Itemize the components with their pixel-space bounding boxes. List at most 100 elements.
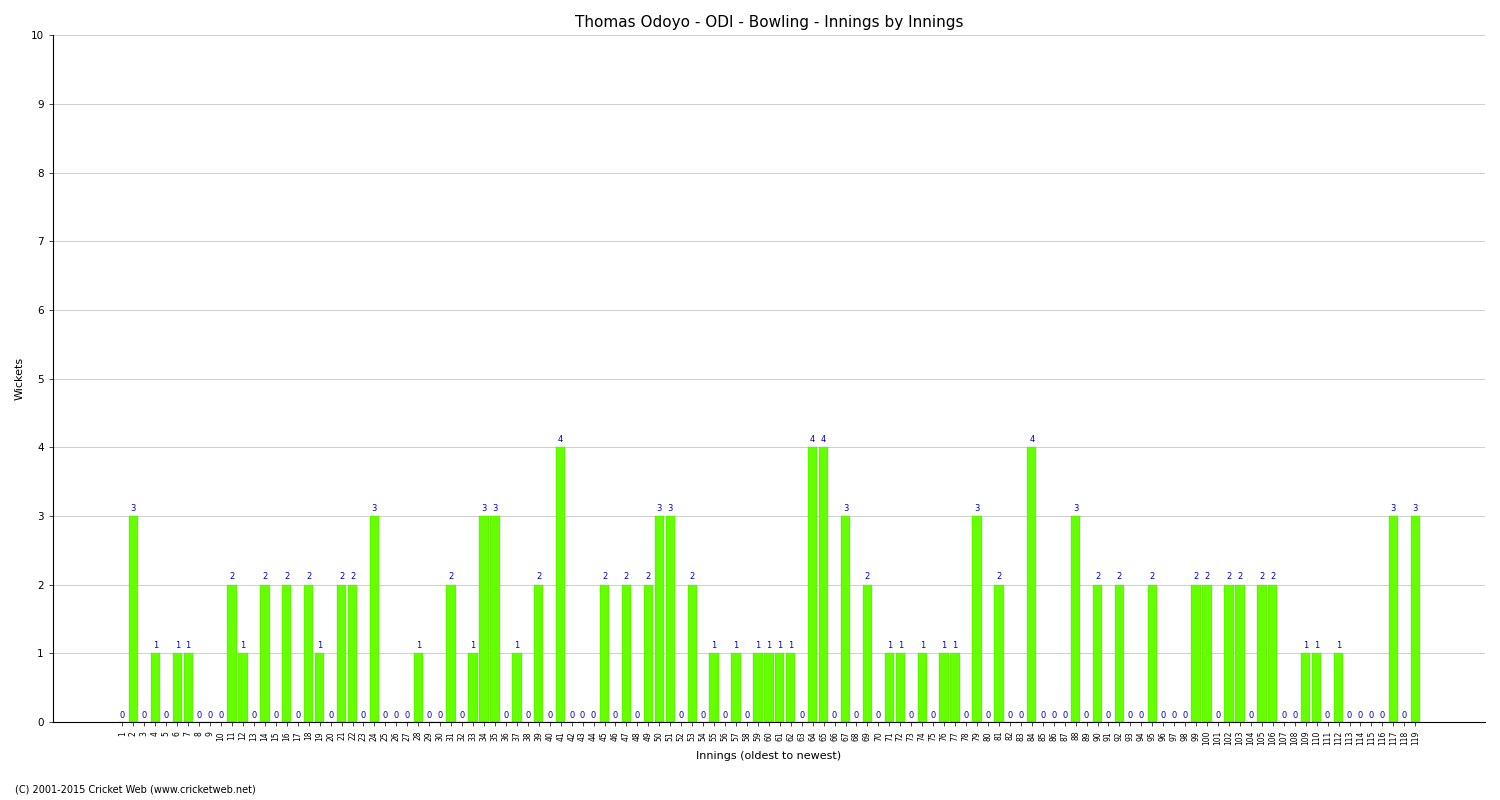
Bar [1224, 585, 1233, 722]
Text: 0: 0 [1380, 711, 1384, 720]
Bar [468, 654, 477, 722]
Bar [490, 516, 500, 722]
Text: 3: 3 [372, 503, 376, 513]
Text: 0: 0 [362, 711, 366, 720]
Text: 3: 3 [843, 503, 848, 513]
Bar [238, 654, 248, 722]
Text: 0: 0 [930, 711, 936, 720]
Text: 0: 0 [1062, 711, 1068, 720]
Text: (C) 2001-2015 Cricket Web (www.cricketweb.net): (C) 2001-2015 Cricket Web (www.cricketwe… [15, 784, 255, 794]
Bar [951, 654, 960, 722]
Text: 0: 0 [1040, 711, 1046, 720]
Text: 0: 0 [1248, 711, 1254, 720]
Text: 3: 3 [1390, 503, 1396, 513]
Text: 2: 2 [1270, 572, 1275, 581]
Bar [1410, 516, 1420, 722]
Bar [918, 654, 927, 722]
Text: 1: 1 [514, 641, 519, 650]
Bar [447, 585, 456, 722]
Bar [1028, 447, 1036, 722]
Text: 0: 0 [219, 711, 224, 720]
Text: 0: 0 [1008, 711, 1013, 720]
Bar [512, 654, 522, 722]
Bar [129, 516, 138, 722]
Text: 2: 2 [602, 572, 608, 581]
Text: 1: 1 [942, 641, 946, 650]
Text: 0: 0 [986, 711, 990, 720]
Text: 3: 3 [1413, 503, 1418, 513]
X-axis label: Innings (oldest to newest): Innings (oldest to newest) [696, 751, 842, 761]
Text: 2: 2 [262, 572, 267, 581]
Text: 2: 2 [1238, 572, 1242, 581]
Text: 0: 0 [963, 711, 969, 720]
Bar [480, 516, 489, 722]
Text: 1: 1 [897, 641, 903, 650]
Title: Thomas Odoyo - ODI - Bowling - Innings by Innings: Thomas Odoyo - ODI - Bowling - Innings b… [574, 15, 963, 30]
Text: 3: 3 [1072, 503, 1078, 513]
Bar [370, 516, 380, 722]
Bar [972, 516, 981, 722]
Bar [644, 585, 652, 722]
Text: 0: 0 [744, 711, 750, 720]
Text: 0: 0 [207, 711, 213, 720]
Text: 0: 0 [504, 711, 509, 720]
Bar [1389, 516, 1398, 722]
Text: 0: 0 [833, 711, 837, 720]
Text: 2: 2 [448, 572, 454, 581]
Text: 2: 2 [230, 572, 234, 581]
Text: 0: 0 [853, 711, 859, 720]
Text: 3: 3 [482, 503, 486, 513]
Text: 1: 1 [952, 641, 957, 650]
Bar [1094, 585, 1102, 722]
Text: 2: 2 [306, 572, 312, 581]
Text: 2: 2 [690, 572, 694, 581]
Text: 0: 0 [568, 711, 574, 720]
Text: 2: 2 [1227, 572, 1232, 581]
Text: 2: 2 [284, 572, 290, 581]
Bar [1334, 654, 1342, 722]
Bar [808, 447, 818, 722]
Bar [315, 654, 324, 722]
Text: 0: 0 [459, 711, 465, 720]
Text: 1: 1 [766, 641, 771, 650]
Text: 1: 1 [471, 641, 476, 650]
Bar [1191, 585, 1202, 722]
Bar [228, 585, 237, 722]
Bar [687, 585, 698, 722]
Text: 0: 0 [252, 711, 257, 720]
Text: 0: 0 [328, 711, 333, 720]
Bar [1148, 585, 1156, 722]
Text: 0: 0 [548, 711, 552, 720]
Text: 1: 1 [734, 641, 738, 650]
Text: 2: 2 [865, 572, 870, 581]
Text: 1: 1 [756, 641, 760, 650]
Text: 1: 1 [240, 641, 246, 650]
Text: 2: 2 [1149, 572, 1155, 581]
Text: 0: 0 [1172, 711, 1178, 720]
Text: 1: 1 [174, 641, 180, 650]
Bar [732, 654, 741, 722]
Text: 0: 0 [196, 711, 202, 720]
Text: 0: 0 [1106, 711, 1112, 720]
Text: 1: 1 [886, 641, 892, 650]
Text: 0: 0 [1347, 711, 1352, 720]
Text: 1: 1 [777, 641, 783, 650]
Text: 0: 0 [1161, 711, 1166, 720]
Text: 0: 0 [614, 711, 618, 720]
Text: 2: 2 [645, 572, 651, 581]
Bar [710, 654, 718, 722]
Text: 0: 0 [1182, 711, 1188, 720]
Bar [150, 654, 160, 722]
Text: 0: 0 [296, 711, 300, 720]
Bar [862, 585, 871, 722]
Bar [1268, 585, 1278, 722]
Bar [1312, 654, 1322, 722]
Text: 0: 0 [273, 711, 279, 720]
Bar [994, 585, 1004, 722]
Text: 2: 2 [350, 572, 355, 581]
Text: 0: 0 [1358, 711, 1364, 720]
Bar [786, 654, 795, 722]
Bar [348, 585, 357, 722]
Bar [666, 516, 675, 722]
Bar [183, 654, 194, 722]
